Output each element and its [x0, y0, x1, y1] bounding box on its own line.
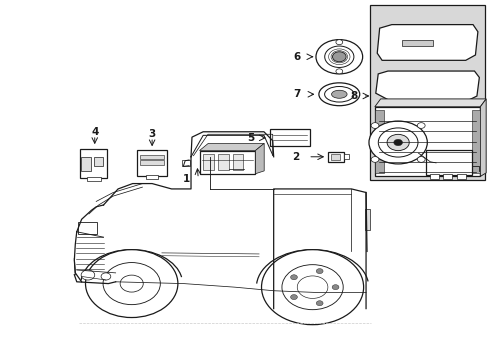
Bar: [374, 111, 383, 173]
Circle shape: [332, 52, 346, 62]
Polygon shape: [375, 71, 478, 100]
Polygon shape: [374, 99, 485, 107]
Bar: [87, 177, 101, 181]
Circle shape: [393, 139, 402, 146]
Circle shape: [335, 69, 342, 74]
Circle shape: [81, 270, 95, 280]
Bar: [140, 160, 164, 165]
Circle shape: [85, 249, 178, 318]
Ellipse shape: [318, 83, 359, 106]
Circle shape: [297, 276, 327, 298]
Bar: [327, 152, 343, 162]
Circle shape: [290, 294, 297, 300]
Bar: [401, 40, 432, 46]
Circle shape: [316, 301, 323, 306]
Circle shape: [103, 262, 160, 305]
Bar: [80, 149, 107, 178]
Polygon shape: [376, 24, 477, 60]
Circle shape: [386, 134, 408, 150]
Text: 1: 1: [182, 174, 189, 184]
Circle shape: [101, 273, 111, 280]
Bar: [374, 107, 479, 176]
Bar: [343, 154, 348, 158]
Text: 7: 7: [293, 89, 300, 99]
Bar: [232, 154, 243, 170]
Text: 6: 6: [293, 52, 300, 62]
Text: 5: 5: [247, 133, 254, 143]
Bar: [203, 154, 214, 170]
Polygon shape: [199, 143, 264, 150]
Circle shape: [316, 269, 323, 274]
Bar: [94, 157, 102, 166]
Bar: [369, 5, 484, 180]
Circle shape: [416, 123, 424, 129]
Bar: [81, 157, 91, 171]
Ellipse shape: [331, 90, 346, 98]
Circle shape: [378, 128, 417, 157]
Circle shape: [416, 157, 424, 162]
Polygon shape: [479, 99, 485, 176]
Bar: [140, 155, 164, 159]
Ellipse shape: [324, 86, 353, 102]
Circle shape: [335, 40, 342, 45]
Bar: [269, 129, 309, 147]
Bar: [146, 175, 158, 179]
Circle shape: [315, 40, 362, 74]
Bar: [199, 150, 255, 174]
Circle shape: [120, 275, 143, 292]
Circle shape: [331, 285, 338, 290]
Bar: [330, 154, 339, 159]
Circle shape: [324, 46, 353, 67]
Circle shape: [368, 121, 427, 164]
Bar: [365, 208, 369, 230]
Bar: [425, 150, 471, 175]
Polygon shape: [255, 143, 264, 174]
Bar: [137, 150, 167, 176]
Text: 4: 4: [91, 127, 98, 137]
Circle shape: [290, 275, 297, 280]
Circle shape: [282, 265, 343, 310]
Text: 3: 3: [148, 129, 155, 139]
Text: 8: 8: [350, 91, 357, 101]
Bar: [443, 174, 451, 179]
Bar: [429, 174, 438, 179]
Bar: [182, 160, 190, 166]
Circle shape: [370, 157, 378, 162]
Bar: [456, 174, 465, 179]
Text: 2: 2: [292, 152, 299, 162]
Bar: [78, 222, 97, 234]
Bar: [470, 111, 479, 173]
Circle shape: [261, 249, 363, 325]
Bar: [218, 154, 228, 170]
Circle shape: [370, 123, 378, 129]
